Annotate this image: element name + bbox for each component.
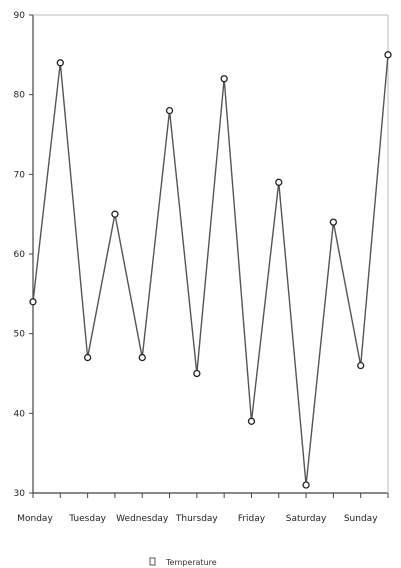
data-point bbox=[165, 106, 174, 115]
x-tick-label: Friday bbox=[238, 514, 266, 524]
legend-marker bbox=[149, 557, 156, 566]
x-tick-label: Monday bbox=[17, 514, 53, 524]
y-tick-label: 60 bbox=[14, 250, 26, 260]
data-point bbox=[220, 75, 228, 83]
series-layer bbox=[29, 51, 392, 489]
data-point bbox=[384, 51, 392, 59]
x-tick-label: Tuesday bbox=[68, 514, 106, 524]
x-tick-label: Saturday bbox=[286, 514, 327, 524]
x-tick-label: Sunday bbox=[344, 514, 378, 524]
data-point bbox=[357, 361, 365, 370]
y-tick-label: 80 bbox=[14, 91, 26, 101]
legend-label: Temperature bbox=[165, 558, 217, 567]
x-axis-ticks: Monday Tuesday Wednesday Thursday Friday Satu… bbox=[17, 493, 389, 524]
data-point bbox=[111, 210, 119, 218]
y-tick-label: 30 bbox=[14, 489, 26, 499]
series-line bbox=[32, 54, 389, 486]
plot-frame bbox=[32, 14, 389, 494]
legend: Temperature bbox=[149, 557, 217, 567]
data-point bbox=[29, 298, 37, 306]
y-tick-label: 70 bbox=[14, 170, 26, 180]
data-point bbox=[247, 417, 256, 425]
y-axis-ticks: 30 40 50 60 70 80 90 bbox=[14, 11, 33, 499]
data-point bbox=[193, 369, 201, 378]
y-tick-label: 50 bbox=[14, 330, 26, 340]
data-point bbox=[56, 59, 64, 67]
y-tick-label: 40 bbox=[14, 409, 26, 419]
data-point bbox=[302, 481, 310, 489]
x-tick-label: Thursday bbox=[175, 514, 219, 524]
x-tick-label: Wednesday bbox=[116, 514, 169, 524]
data-point bbox=[329, 218, 338, 226]
data-point bbox=[83, 353, 92, 362]
y-tick-label: 90 bbox=[14, 11, 26, 21]
data-point bbox=[275, 178, 283, 186]
data-point bbox=[138, 353, 146, 362]
